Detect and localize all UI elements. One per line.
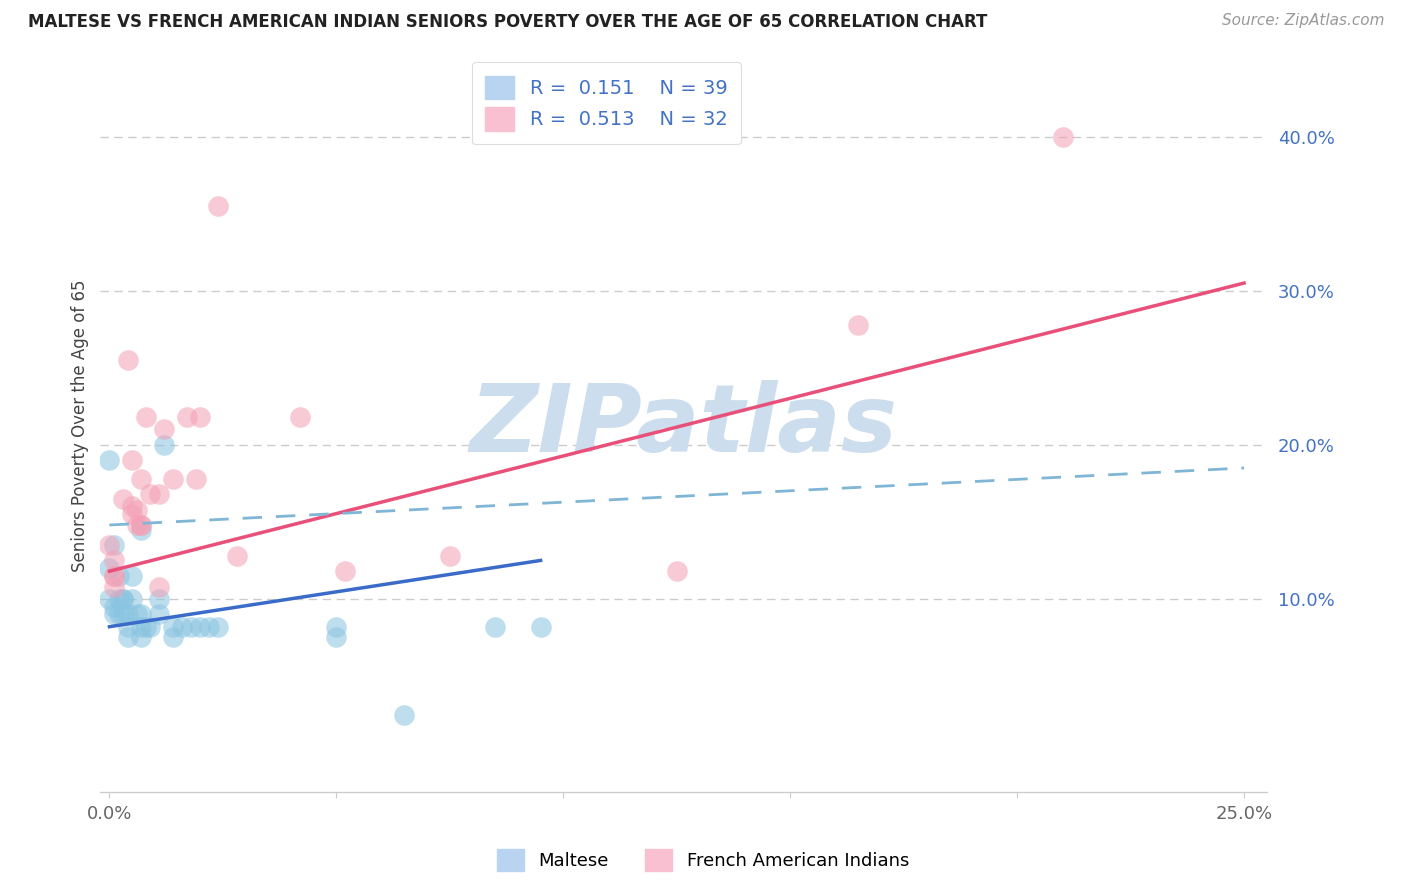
Point bbox=[103, 599, 125, 614]
Text: ZIPatlas: ZIPatlas bbox=[470, 380, 897, 472]
Point bbox=[98, 591, 121, 606]
Point bbox=[117, 607, 139, 622]
Point bbox=[129, 472, 152, 486]
Point bbox=[121, 507, 143, 521]
Point bbox=[148, 580, 170, 594]
Point bbox=[121, 453, 143, 467]
Point bbox=[162, 620, 184, 634]
Point bbox=[107, 569, 129, 583]
Point bbox=[325, 631, 347, 645]
Point bbox=[288, 410, 311, 425]
Y-axis label: Seniors Poverty Over the Age of 65: Seniors Poverty Over the Age of 65 bbox=[72, 279, 89, 572]
Point bbox=[135, 410, 157, 425]
Point bbox=[188, 410, 211, 425]
Point bbox=[107, 607, 129, 622]
Point bbox=[184, 472, 207, 486]
Point bbox=[665, 564, 688, 578]
Point bbox=[225, 549, 247, 563]
Point bbox=[170, 620, 193, 634]
Point bbox=[198, 620, 221, 634]
Point bbox=[121, 569, 143, 583]
Point bbox=[135, 620, 157, 634]
Point bbox=[98, 453, 121, 467]
Text: Source: ZipAtlas.com: Source: ZipAtlas.com bbox=[1222, 13, 1385, 29]
Point bbox=[148, 487, 170, 501]
Point bbox=[188, 620, 211, 634]
Point bbox=[162, 631, 184, 645]
Point bbox=[129, 631, 152, 645]
Point bbox=[148, 607, 170, 622]
Point bbox=[129, 523, 152, 537]
Point bbox=[112, 491, 135, 506]
Point bbox=[112, 607, 135, 622]
Point bbox=[125, 607, 148, 622]
Point bbox=[207, 199, 229, 213]
Point bbox=[529, 620, 551, 634]
Point bbox=[129, 518, 152, 533]
Point bbox=[107, 591, 129, 606]
Point bbox=[846, 318, 869, 332]
Point bbox=[139, 620, 162, 634]
Point bbox=[1052, 129, 1074, 144]
Point bbox=[180, 620, 202, 634]
Point bbox=[121, 591, 143, 606]
Point bbox=[139, 487, 162, 501]
Point bbox=[162, 472, 184, 486]
Point bbox=[117, 620, 139, 634]
Point bbox=[129, 607, 152, 622]
Point bbox=[129, 518, 152, 533]
Point bbox=[148, 591, 170, 606]
Point bbox=[325, 620, 347, 634]
Point bbox=[484, 620, 506, 634]
Point bbox=[117, 353, 139, 368]
Point bbox=[103, 538, 125, 552]
Point bbox=[103, 580, 125, 594]
Point bbox=[121, 500, 143, 514]
Legend: R =  0.151    N = 39, R =  0.513    N = 32: R = 0.151 N = 39, R = 0.513 N = 32 bbox=[471, 62, 741, 145]
Point bbox=[129, 620, 152, 634]
Point bbox=[394, 707, 416, 722]
Point bbox=[439, 549, 461, 563]
Point bbox=[176, 410, 198, 425]
Point bbox=[103, 569, 125, 583]
Point bbox=[103, 553, 125, 567]
Point bbox=[98, 538, 121, 552]
Point bbox=[125, 502, 148, 516]
Point bbox=[98, 561, 121, 575]
Point bbox=[103, 607, 125, 622]
Point bbox=[207, 620, 229, 634]
Legend: Maltese, French American Indians: Maltese, French American Indians bbox=[489, 842, 917, 879]
Point bbox=[153, 438, 176, 452]
Point bbox=[335, 564, 357, 578]
Point bbox=[117, 631, 139, 645]
Point bbox=[153, 422, 176, 436]
Point bbox=[103, 569, 125, 583]
Point bbox=[125, 518, 148, 533]
Text: MALTESE VS FRENCH AMERICAN INDIAN SENIORS POVERTY OVER THE AGE OF 65 CORRELATION: MALTESE VS FRENCH AMERICAN INDIAN SENIOR… bbox=[28, 13, 987, 31]
Point bbox=[112, 591, 135, 606]
Point bbox=[112, 591, 135, 606]
